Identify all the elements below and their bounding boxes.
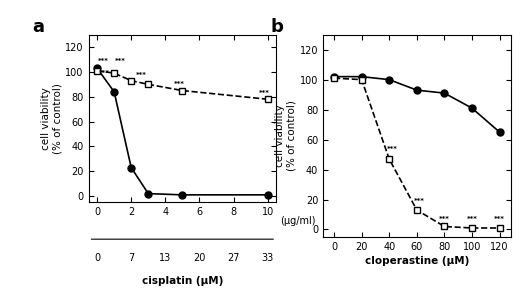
- Text: ***: ***: [174, 81, 185, 87]
- Text: 0: 0: [94, 253, 100, 263]
- Text: ***: ***: [494, 216, 505, 222]
- Y-axis label: cell viability
(% of control): cell viability (% of control): [41, 83, 63, 154]
- Text: 27: 27: [227, 253, 240, 263]
- Text: 20: 20: [193, 253, 206, 263]
- Text: cisplatin (μM): cisplatin (μM): [142, 276, 223, 286]
- Text: ***: ***: [387, 146, 398, 151]
- Text: ***: ***: [439, 216, 450, 222]
- Text: ***: ***: [259, 90, 270, 96]
- Text: 13: 13: [159, 253, 171, 263]
- Text: 7: 7: [128, 253, 134, 263]
- Text: (μg/ml): (μg/ml): [280, 216, 315, 226]
- Text: ***: ***: [98, 58, 109, 64]
- Text: ***: ***: [98, 70, 109, 76]
- Text: ***: ***: [137, 72, 147, 78]
- Text: ***: ***: [414, 198, 425, 204]
- Y-axis label: cell viability
(% of control): cell viability (% of control): [275, 100, 297, 171]
- X-axis label: cloperastine (μM): cloperastine (μM): [365, 256, 469, 266]
- Text: 33: 33: [262, 253, 274, 263]
- Text: ***: ***: [466, 216, 477, 222]
- Text: ***: ***: [115, 58, 126, 64]
- Text: a: a: [32, 18, 44, 36]
- Text: b: b: [270, 18, 283, 36]
